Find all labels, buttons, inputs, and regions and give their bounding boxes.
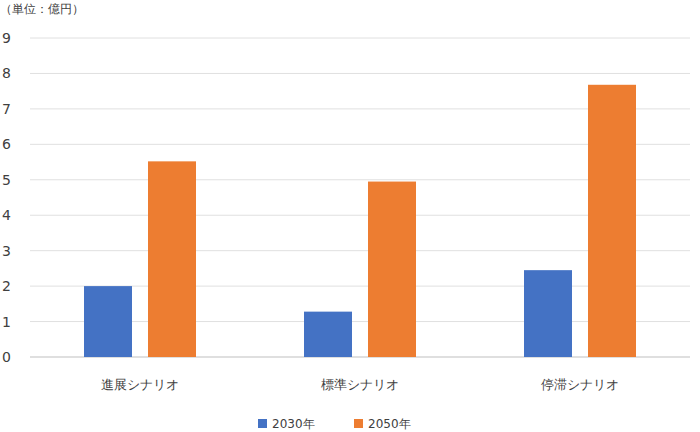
y-tick-label: 6 — [2, 136, 11, 152]
y-tick-label: 2 — [2, 278, 11, 294]
y-tick-label: 1 — [2, 314, 11, 330]
bar — [368, 182, 416, 357]
y-axis-label: （単位：億円） — [0, 2, 84, 16]
legend-label: 2030年 — [272, 417, 315, 431]
bar — [524, 270, 572, 357]
chart-svg: （単位：億円） 0 1 2 3 4 5 6 7 8 9 進展シナリオ 標準シナリオ 停滞シナリオ 2030年… — [0, 0, 700, 432]
y-tick-label: 7 — [2, 101, 11, 117]
grid-line — [30, 73, 690, 74]
y-tick-label: 3 — [2, 243, 11, 259]
x-tick-label: 停滞シナリオ — [541, 377, 619, 392]
y-tick-label: 5 — [2, 172, 11, 188]
legend-swatch — [354, 419, 363, 428]
bar — [148, 161, 196, 357]
chart-container: （単位：億円） 0 1 2 3 4 5 6 7 8 9 進展シナリオ 標準シナリオ 停滞シナリオ 2030年… — [0, 0, 700, 432]
grid-line — [30, 38, 690, 39]
bars — [84, 85, 636, 357]
y-tick-label: 0 — [2, 349, 11, 365]
y-tick-label: 4 — [2, 207, 11, 223]
x-tick-label: 標準シナリオ — [321, 377, 399, 392]
y-tick-label: 9 — [2, 30, 11, 46]
legend: 2030年 2050年 — [258, 417, 411, 431]
bar — [588, 85, 636, 357]
y-tick-label: 8 — [2, 65, 11, 81]
legend-swatch — [258, 419, 267, 428]
bar — [304, 312, 352, 357]
x-tick-label: 進展シナリオ — [101, 377, 179, 392]
legend-label: 2050年 — [368, 417, 411, 431]
bar — [84, 286, 132, 357]
